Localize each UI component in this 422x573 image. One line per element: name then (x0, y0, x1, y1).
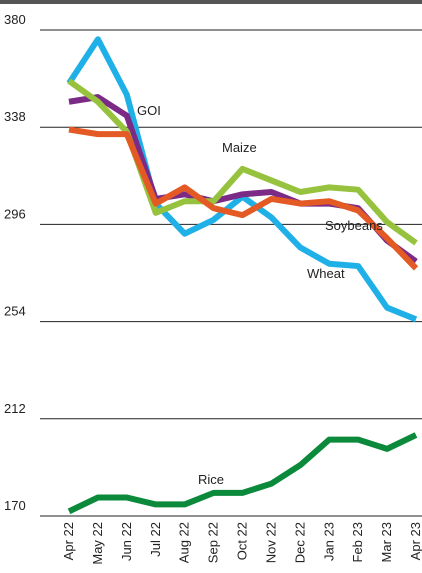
x-tick-label: May 22 (90, 522, 105, 565)
series-label: Rice (198, 472, 224, 487)
x-tick-label: Jun 22 (119, 522, 134, 561)
series-line (68, 126, 419, 271)
series-label: Maize (222, 140, 257, 155)
top-bar (0, 0, 422, 4)
x-tick-label: Dec 22 (292, 522, 307, 563)
series-label: Soybeans (325, 218, 383, 233)
y-tick-label: 296 (4, 206, 26, 221)
x-tick-label: Mar 23 (379, 522, 394, 562)
x-tick-label: Aug 22 (177, 522, 192, 563)
y-tick-label: 170 (4, 498, 26, 513)
y-tick-label: 338 (4, 109, 26, 124)
y-tick-label: 254 (4, 304, 26, 319)
x-tick-label: Jul 22 (148, 522, 163, 557)
series-label: Wheat (307, 266, 345, 281)
series-line (66, 36, 418, 323)
y-tick-label: 380 (4, 12, 26, 27)
x-tick-label: Apr 23 (408, 522, 422, 560)
x-tick-label: Oct 22 (235, 522, 250, 560)
x-tick-label: Apr 22 (61, 522, 76, 560)
x-tick-label: Sep 22 (206, 522, 221, 563)
x-tick-label: Feb 23 (350, 522, 365, 562)
x-tick-label: Nov 22 (263, 522, 278, 563)
y-tick-label: 212 (4, 401, 26, 416)
x-tick-label: Jan 23 (321, 522, 336, 561)
series-line (67, 432, 418, 515)
series-label: GOI (137, 103, 161, 118)
